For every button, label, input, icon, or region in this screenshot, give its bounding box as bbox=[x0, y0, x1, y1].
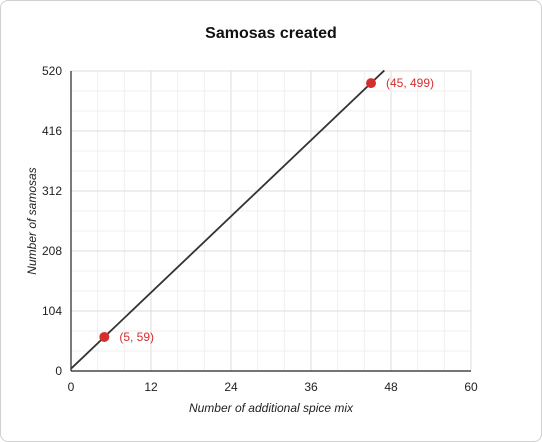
grid bbox=[70, 70, 472, 372]
x-tick-label: 24 bbox=[224, 380, 238, 394]
x-tick-label: 0 bbox=[68, 380, 75, 394]
y-tick-label: 104 bbox=[42, 304, 62, 318]
y-tick-label: 208 bbox=[42, 244, 62, 258]
x-axis-label: Number of additional spice mix bbox=[189, 401, 354, 415]
x-tick-label: 60 bbox=[464, 380, 478, 394]
y-tick-label: 416 bbox=[42, 124, 62, 138]
data-point bbox=[366, 78, 376, 89]
x-tick-label: 12 bbox=[144, 380, 158, 394]
data-point-label: (5, 59) bbox=[119, 330, 154, 344]
y-tick-label: 312 bbox=[42, 184, 62, 198]
y-tick-label: 520 bbox=[42, 64, 62, 78]
x-tick-label: 48 bbox=[384, 380, 398, 394]
y-tick-label: 0 bbox=[55, 364, 62, 378]
x-tick-label: 36 bbox=[304, 380, 318, 394]
y-axis-label: Number of samosas bbox=[25, 167, 39, 274]
data-point-label: (45, 499) bbox=[386, 76, 434, 90]
axes bbox=[70, 71, 471, 372]
series-line bbox=[70, 69, 385, 370]
series: (5, 59) (45, 499) bbox=[70, 69, 434, 370]
data-point bbox=[99, 331, 110, 342]
chart-title: Samosas created bbox=[205, 25, 337, 42]
tick-labels: 0 12 24 36 48 60 0 104 208 312 416 520 bbox=[42, 64, 478, 394]
